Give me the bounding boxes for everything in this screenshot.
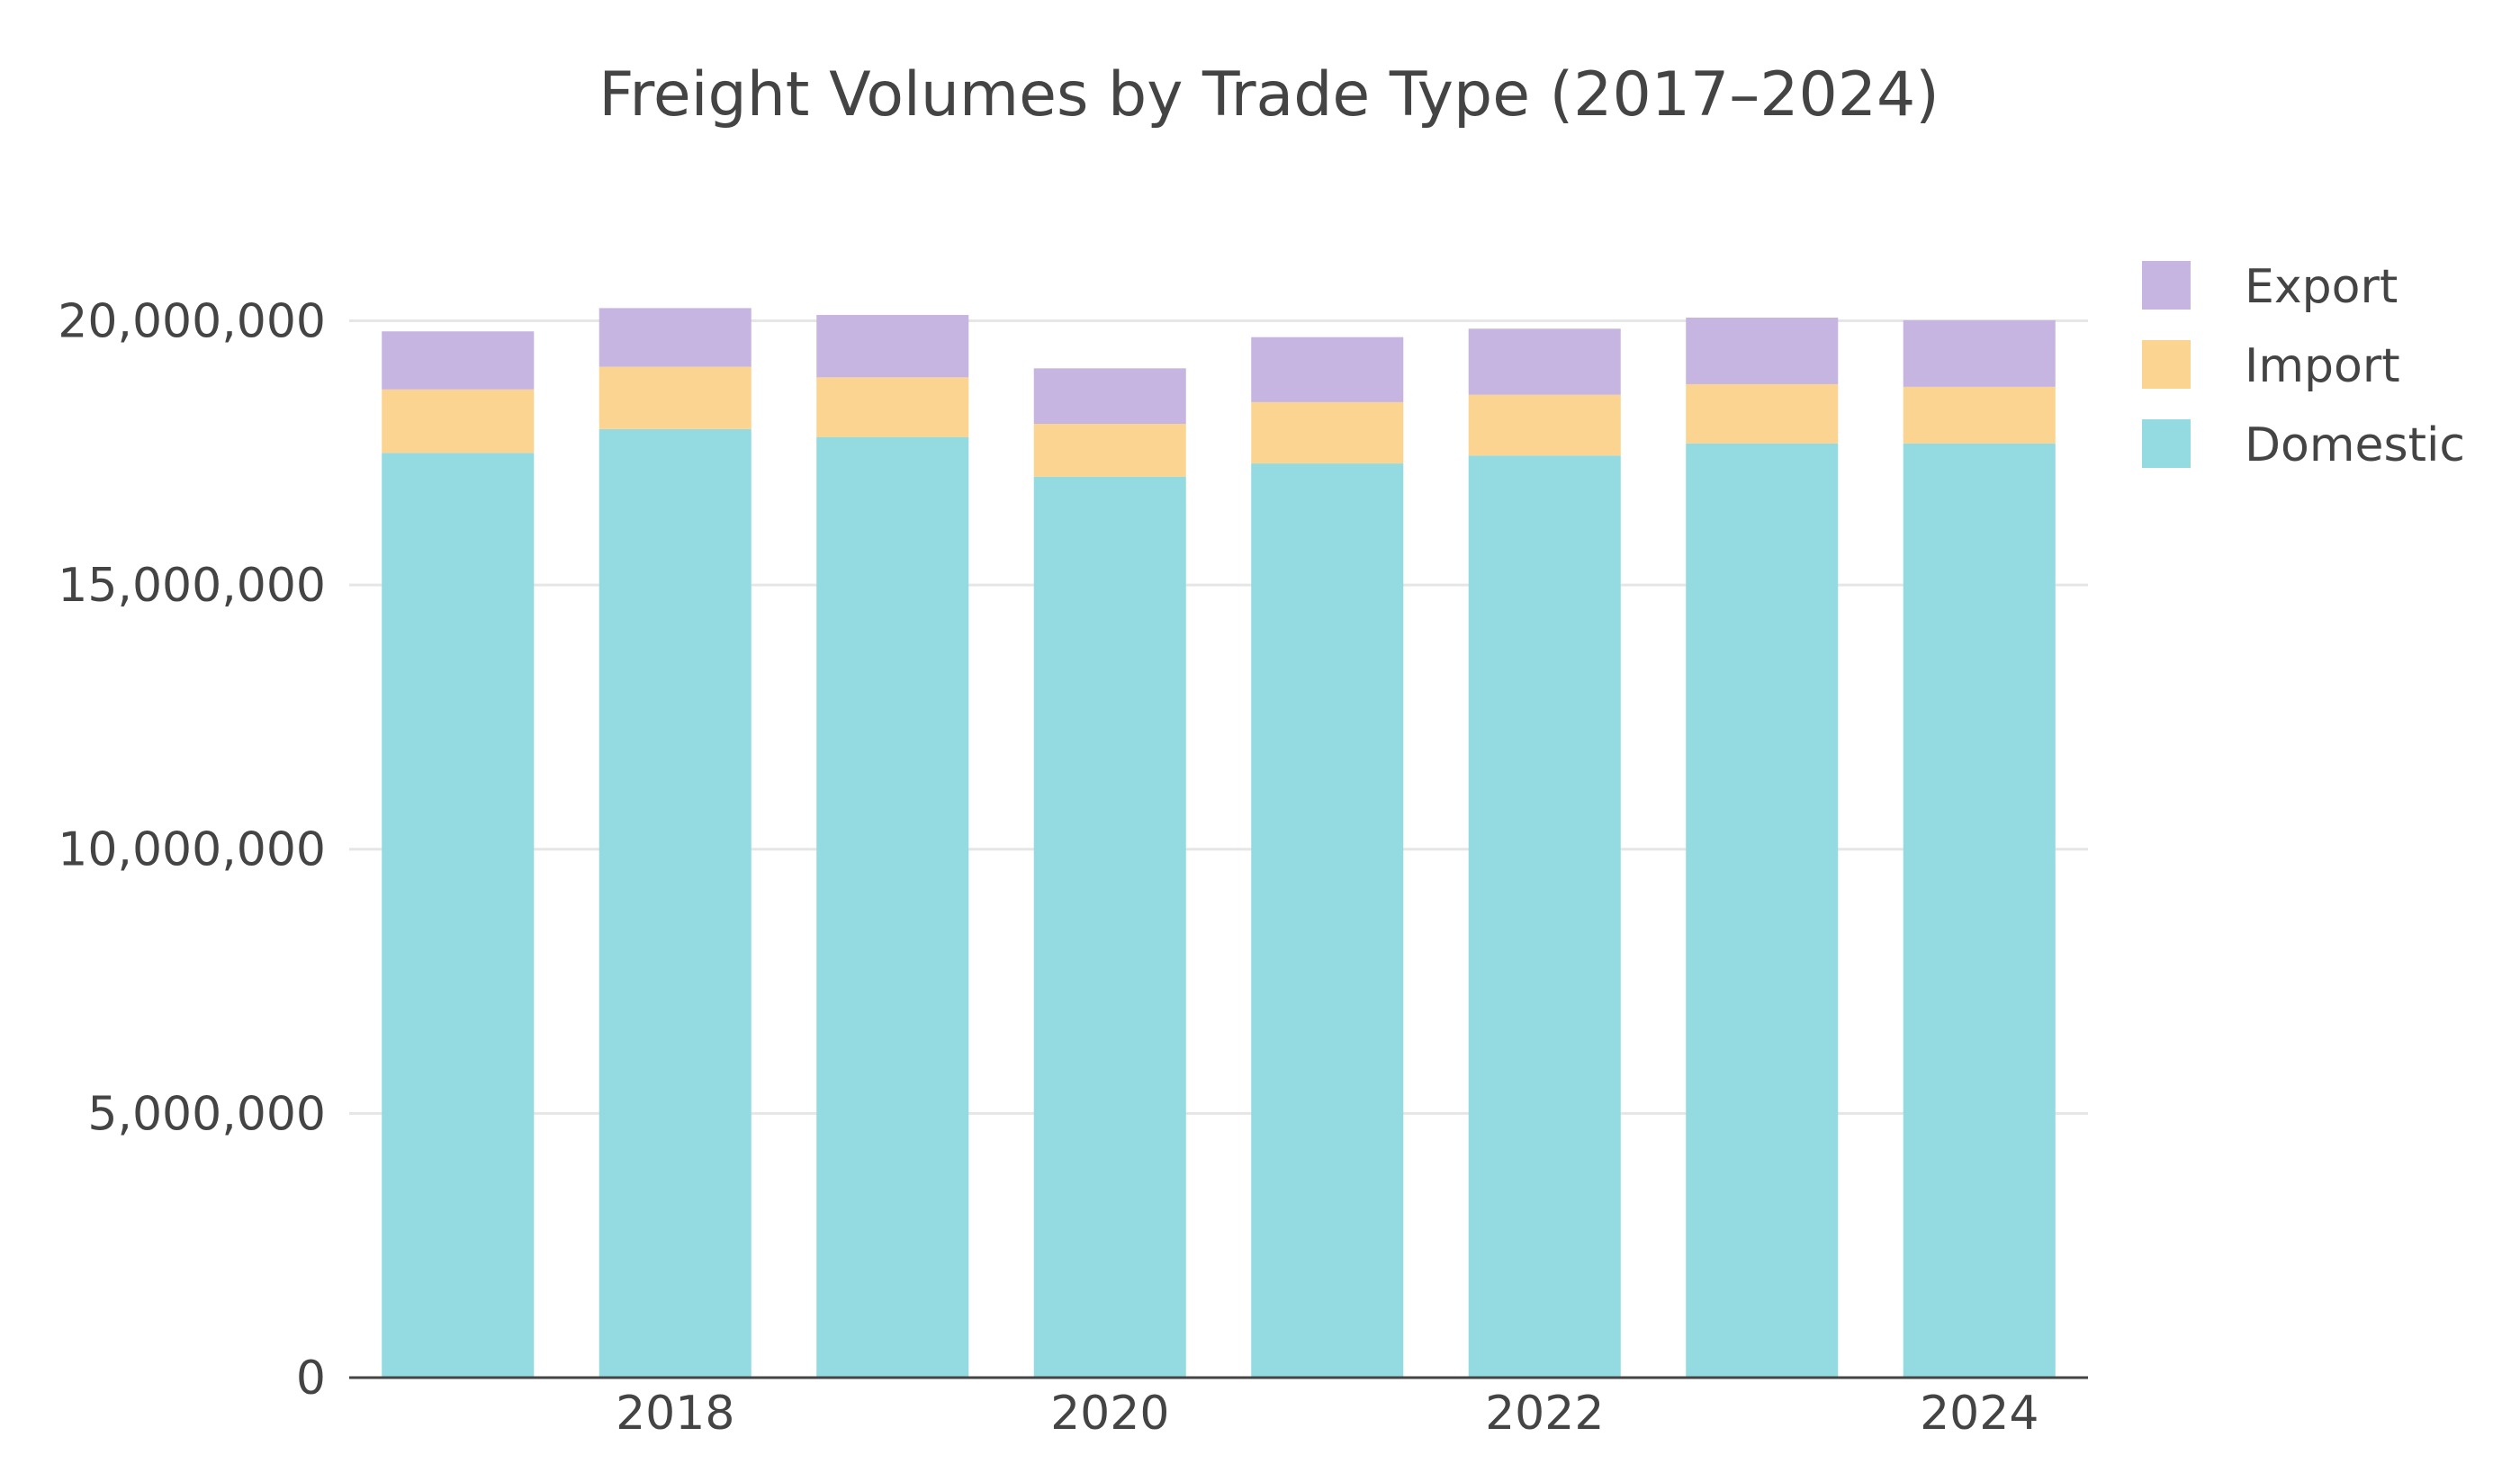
bar-domestic-2018 bbox=[598, 428, 752, 1378]
bar-domestic-2024 bbox=[1903, 443, 2056, 1378]
bar-import-2022 bbox=[1468, 394, 1621, 456]
bar-import-2017 bbox=[382, 389, 535, 454]
y-tick-label: 10,000,000 bbox=[58, 823, 326, 877]
legend-swatch bbox=[2142, 340, 2191, 389]
y-tick-label: 0 bbox=[296, 1352, 326, 1406]
bar-export-2023 bbox=[1686, 317, 1839, 384]
bar-domestic-2020 bbox=[1033, 476, 1186, 1378]
bar-domestic-2019 bbox=[816, 436, 969, 1378]
legend-swatch bbox=[2142, 261, 2191, 310]
x-tick-label: 2024 bbox=[1920, 1387, 2038, 1441]
bar-import-2024 bbox=[1903, 386, 2056, 444]
bar-export-2020 bbox=[1033, 368, 1186, 425]
bar-export-2019 bbox=[816, 315, 969, 378]
y-tick-label: 20,000,000 bbox=[58, 294, 326, 348]
y-tick-label: 15,000,000 bbox=[58, 559, 326, 613]
legend-item-import[interactable]: Import bbox=[2142, 339, 2400, 393]
bar-export-2017 bbox=[382, 331, 535, 390]
x-tick-label: 2020 bbox=[1050, 1387, 1169, 1441]
legend-swatch bbox=[2142, 419, 2191, 468]
x-tick-label: 2022 bbox=[1485, 1387, 1604, 1441]
bar-export-2018 bbox=[598, 308, 752, 367]
x-axis-ticks: 2018 2020 2022 2024 bbox=[616, 1387, 2038, 1441]
legend[interactable]: Export Import Domestic bbox=[2142, 260, 2465, 472]
bar-export-2021 bbox=[1251, 337, 1404, 402]
y-axis-ticks: 0 5,000,000 10,000,000 15,000,000 20,000,000 bbox=[58, 294, 326, 1406]
bar-export-2022 bbox=[1468, 328, 1621, 395]
legend-label: Import bbox=[2245, 339, 2400, 393]
legend-label: Domestic bbox=[2245, 418, 2465, 472]
bar-import-2018 bbox=[598, 366, 752, 429]
legend-label: Export bbox=[2245, 260, 2398, 314]
bar-import-2020 bbox=[1033, 424, 1186, 477]
bars bbox=[382, 308, 2056, 1378]
bar-import-2019 bbox=[816, 377, 969, 437]
bar-import-2023 bbox=[1686, 383, 1839, 444]
legend-item-domestic[interactable]: Domestic bbox=[2142, 418, 2465, 472]
x-tick-label: 2018 bbox=[616, 1387, 734, 1441]
chart-title: Freight Volumes by Trade Type (2017–2024… bbox=[598, 59, 1940, 130]
bar-domestic-2021 bbox=[1251, 463, 1404, 1378]
y-tick-label: 5,000,000 bbox=[87, 1087, 326, 1141]
bar-import-2021 bbox=[1251, 401, 1404, 464]
bar-export-2024 bbox=[1903, 319, 2056, 387]
bar-domestic-2022 bbox=[1468, 455, 1621, 1378]
legend-item-export[interactable]: Export bbox=[2142, 260, 2398, 314]
bar-domestic-2023 bbox=[1686, 443, 1839, 1378]
bar-domestic-2017 bbox=[382, 453, 535, 1378]
